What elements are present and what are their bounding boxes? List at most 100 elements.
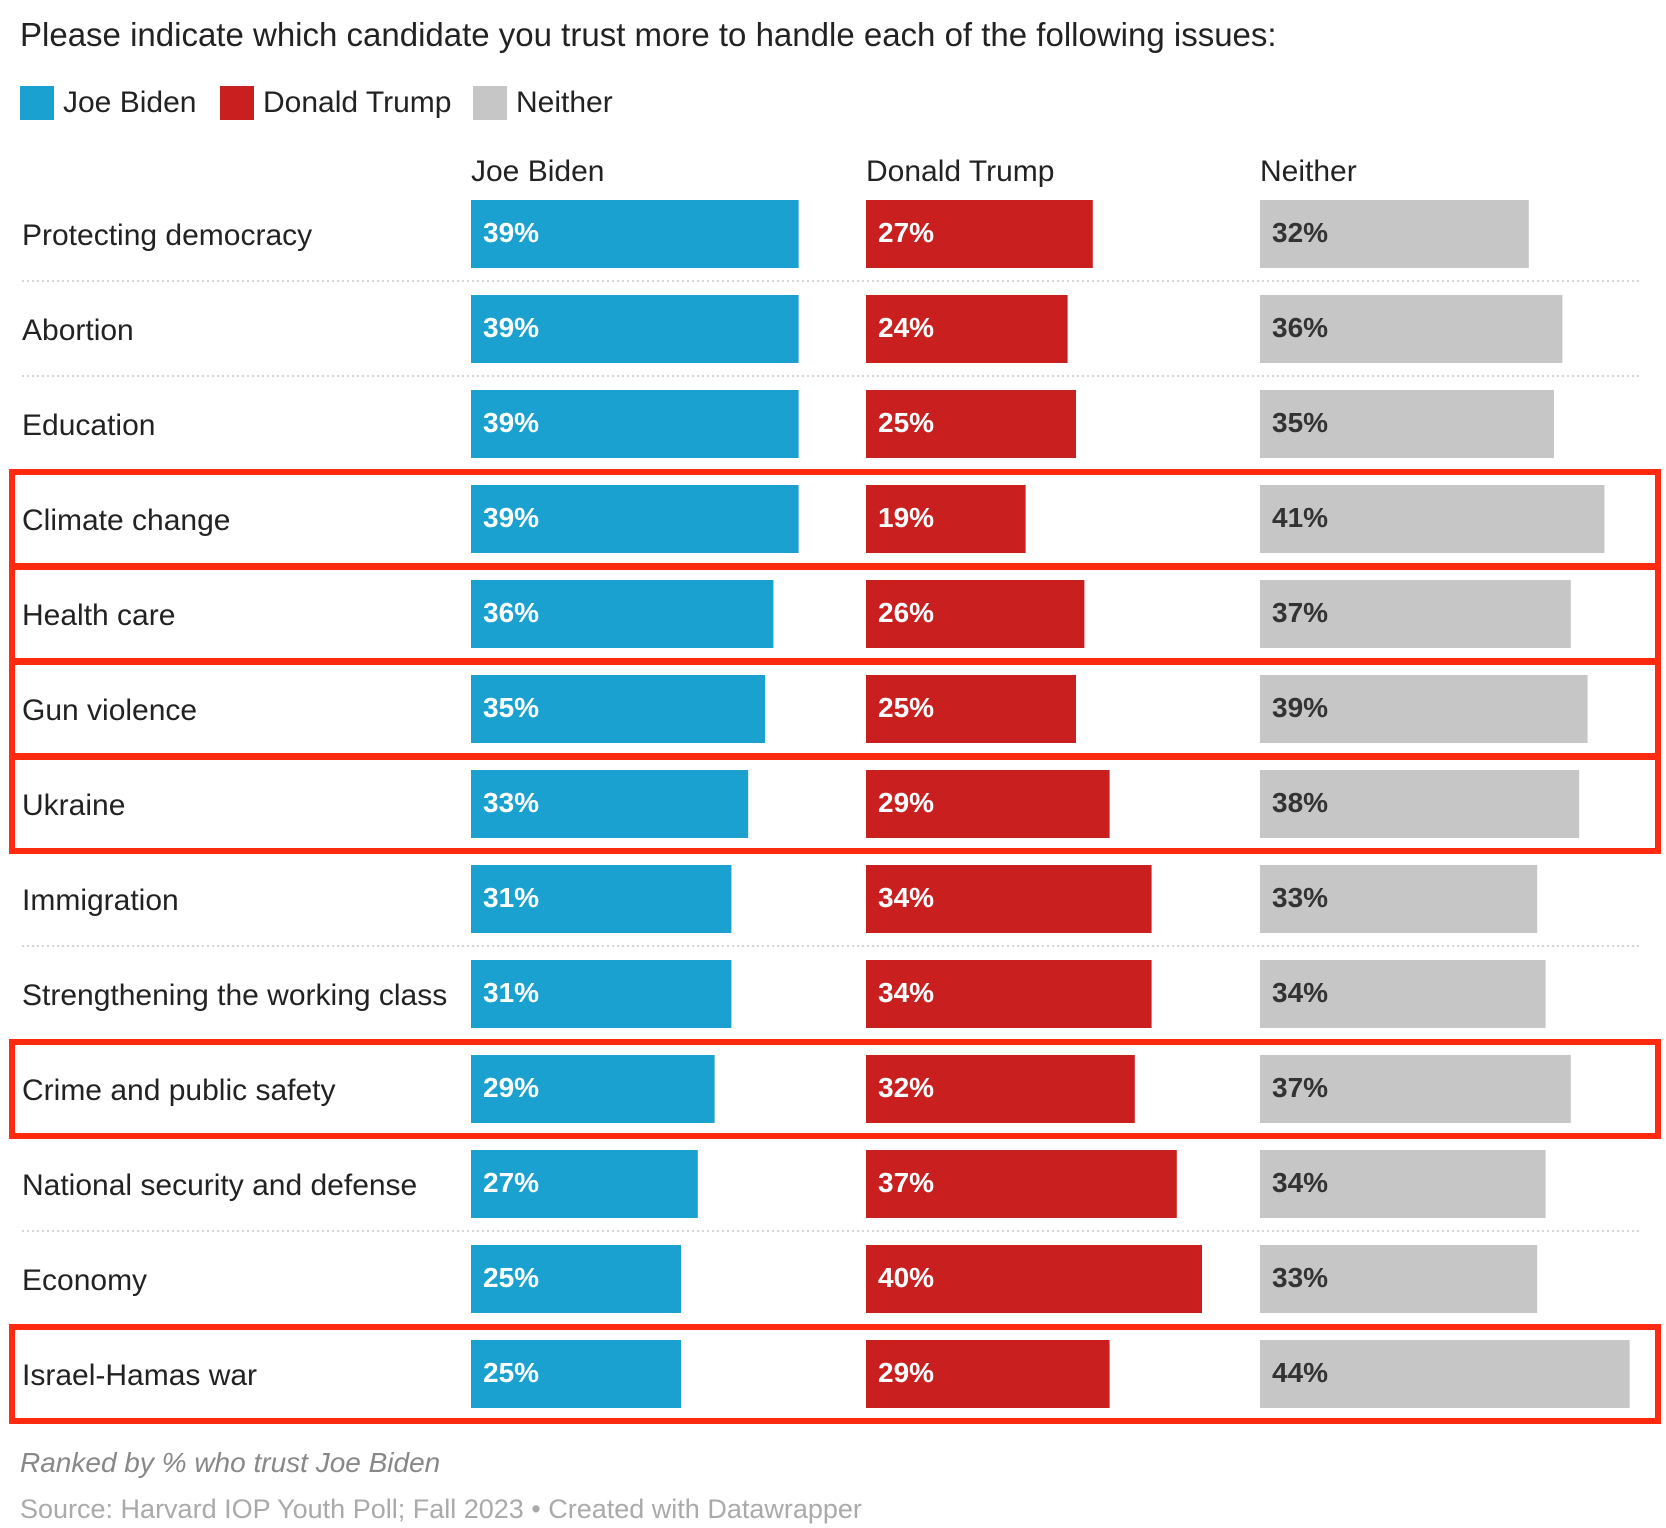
bar [866, 200, 1093, 268]
legend-label: Donald Trump [263, 86, 451, 119]
bar-value-label: 33% [483, 787, 539, 818]
bar-value-label: 34% [878, 977, 934, 1008]
bar-value-label: 25% [878, 407, 934, 438]
bar-value-label: 26% [878, 597, 934, 628]
legend-swatch [20, 86, 54, 120]
bar [866, 1245, 1202, 1313]
bar-value-label: 34% [1272, 977, 1328, 1008]
bar-value-label: 29% [878, 1357, 934, 1388]
row-label: Economy [22, 1264, 147, 1297]
row-label: Immigration [22, 884, 179, 917]
row-label: Abortion [22, 314, 134, 347]
legend-swatch [473, 86, 507, 120]
chart-note: Ranked by % who trust Joe Biden [20, 1447, 440, 1478]
chart-rows: Joe Biden Donald Trump Neither Protecting d… [22, 155, 1640, 1408]
bar-value-label: 25% [878, 692, 934, 723]
bar-value-label: 39% [483, 502, 539, 533]
bar-value-label: 32% [878, 1072, 934, 1103]
row-label: Crime and public safety [22, 1074, 335, 1107]
bar-value-label: 44% [1272, 1357, 1328, 1388]
bar-value-label: 27% [483, 1167, 539, 1198]
bar [471, 1150, 698, 1218]
legend-label: Joe Biden [63, 86, 196, 119]
bar [866, 485, 1026, 553]
bar-value-label: 25% [483, 1357, 539, 1388]
bar-value-label: 34% [1272, 1167, 1328, 1198]
bar [1260, 1340, 1630, 1408]
bar [471, 1340, 681, 1408]
bar [471, 580, 774, 648]
bar [471, 1055, 715, 1123]
highlight-boxes [9, 469, 1661, 1424]
bar [866, 1055, 1135, 1123]
row-label: National security and defense [22, 1169, 417, 1202]
bar-value-label: 40% [878, 1262, 934, 1293]
bar-value-label: 39% [483, 312, 539, 343]
bar-value-label: 34% [878, 882, 934, 913]
bar [1260, 1150, 1546, 1218]
column-header: Donald Trump [866, 155, 1054, 188]
bar [471, 200, 799, 268]
bar-value-label: 32% [1272, 217, 1328, 248]
bar-value-label: 36% [1272, 312, 1328, 343]
row-label: Strengthening the working class [22, 979, 447, 1012]
bar-value-label: 37% [1272, 597, 1328, 628]
highlight-box [9, 1324, 1661, 1424]
bar-value-label: 37% [1272, 1072, 1328, 1103]
bar [866, 390, 1076, 458]
bar [1260, 485, 1605, 553]
chart-source: Source: Harvard IOP Youth Poll; Fall 202… [20, 1494, 862, 1524]
bar-value-label: 29% [878, 787, 934, 818]
bar-value-label: 27% [878, 217, 934, 248]
bar [1260, 770, 1580, 838]
bar [1260, 960, 1546, 1028]
bar [1260, 675, 1588, 743]
bar [866, 295, 1068, 363]
bar-value-label: 38% [1272, 787, 1328, 818]
bar [866, 770, 1110, 838]
bar-value-label: 37% [878, 1167, 934, 1198]
bar-value-label: 35% [1272, 407, 1328, 438]
bar [471, 1245, 681, 1313]
bar [1260, 1055, 1571, 1123]
legend-swatch [220, 86, 254, 120]
bar [1260, 1245, 1538, 1313]
bar [471, 295, 799, 363]
bar [471, 675, 765, 743]
legend: Joe Biden Donald Trump Neither [20, 86, 613, 120]
highlight-box [9, 754, 1661, 854]
bar [471, 390, 799, 458]
bar [471, 865, 732, 933]
bar [471, 770, 749, 838]
bar-value-label: 31% [483, 882, 539, 913]
bar [866, 675, 1076, 743]
bar [471, 485, 799, 553]
bar-value-label: 33% [1272, 882, 1328, 913]
bar [866, 960, 1152, 1028]
bar-value-label: 29% [483, 1072, 539, 1103]
bar-value-label: 39% [483, 407, 539, 438]
row-label: Gun violence [22, 694, 197, 727]
bar [1260, 200, 1529, 268]
bar [866, 865, 1152, 933]
bar-value-label: 36% [483, 597, 539, 628]
chart-title: Please indicate which candidate you trus… [20, 16, 1277, 53]
highlight-box [9, 1039, 1661, 1139]
bar-value-label: 39% [1272, 692, 1328, 723]
column-header: Neither [1260, 155, 1357, 188]
row-label: Education [22, 409, 155, 442]
bar-value-label: 24% [878, 312, 934, 343]
bar [1260, 580, 1571, 648]
bar [866, 580, 1085, 648]
bar-value-label: 33% [1272, 1262, 1328, 1293]
bar-value-label: 25% [483, 1262, 539, 1293]
bar-value-label: 41% [1272, 502, 1328, 533]
row-label: Climate change [22, 504, 230, 537]
bar [866, 1340, 1110, 1408]
bar [866, 1150, 1177, 1218]
bar [1260, 865, 1538, 933]
row-label: Ukraine [22, 789, 125, 822]
bar [1260, 295, 1563, 363]
row-label: Health care [22, 599, 175, 632]
